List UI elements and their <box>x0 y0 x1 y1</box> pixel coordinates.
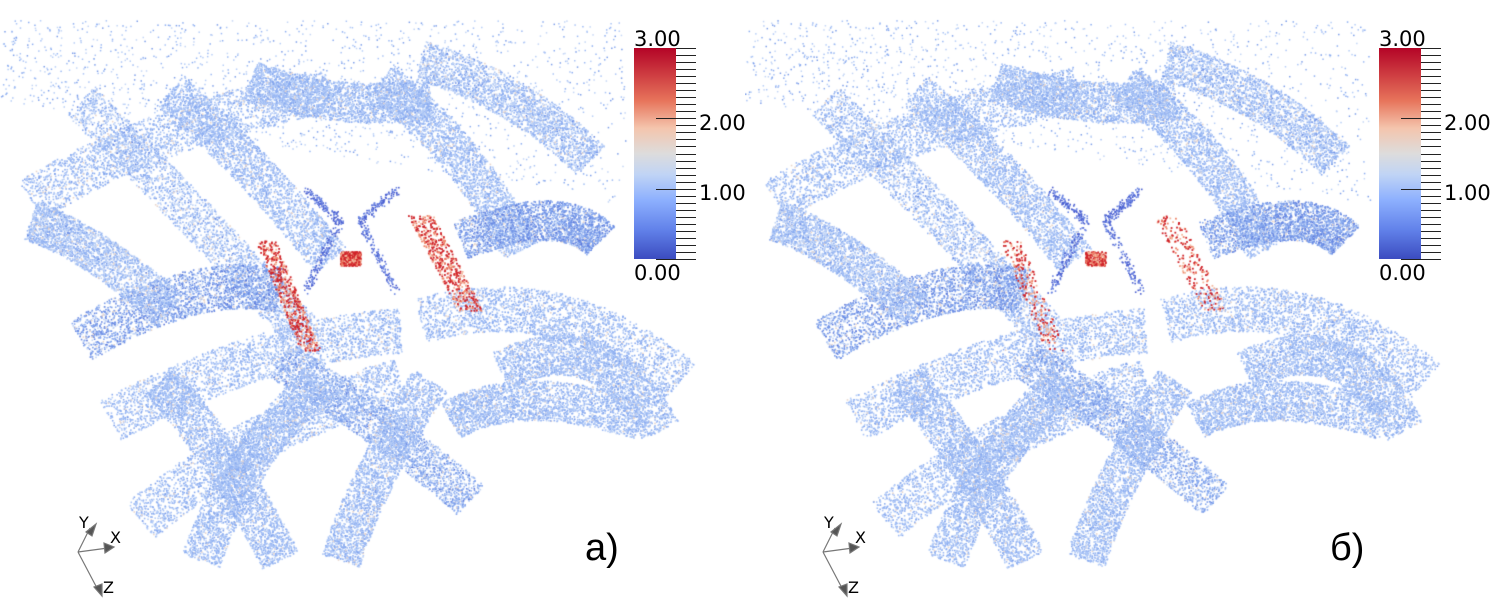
colorbar-tick <box>656 188 696 190</box>
panel-b: 3.00 2.00 1.00 0.00 Y X Z б) <box>745 0 1490 610</box>
colorbar-ticks <box>1401 48 1441 260</box>
panel-label: б) <box>1330 527 1365 569</box>
colorbar-tick <box>1421 55 1441 57</box>
axes-triad-icon <box>77 522 116 598</box>
colorbar-tick <box>1421 62 1441 64</box>
colorbar-tick <box>1421 202 1441 204</box>
colorbar-tick <box>676 216 696 218</box>
colorbar-tick <box>676 202 696 204</box>
orientation-axes: Y X Z <box>813 510 883 605</box>
colorbar-tick <box>1421 97 1441 99</box>
colorbar-tick <box>676 139 696 141</box>
colorbar-tick <box>676 146 696 148</box>
colorbar-ticks <box>656 48 696 260</box>
colorbar-tick <box>1421 160 1441 162</box>
orientation-axes: Y X Z <box>68 510 138 605</box>
point-cloud-render <box>0 0 745 610</box>
colorbar-tick <box>1421 48 1441 49</box>
colorbar-tick <box>1421 76 1441 78</box>
colorbar-tick <box>1401 118 1441 120</box>
colorbar-label-1: 1.00 <box>699 181 746 205</box>
colorbar-tick <box>676 132 696 134</box>
colorbar-tick <box>676 69 696 71</box>
colorbar-tick <box>1421 181 1441 183</box>
colorbar-tick <box>1421 230 1441 232</box>
axis-z-label: Z <box>848 578 859 597</box>
colorbar-tick <box>1401 188 1441 190</box>
colorbar-tick <box>1421 146 1441 148</box>
colorbar-label-1: 1.00 <box>1444 181 1490 205</box>
axis-z-label: Z <box>103 578 114 597</box>
colorbar-tick <box>676 83 696 85</box>
colorbar-tick <box>676 167 696 169</box>
colorbar-tick <box>1421 216 1441 218</box>
point-cloud-render <box>745 0 1490 610</box>
axis-x-label: X <box>110 528 121 547</box>
colorbar-tick <box>1421 69 1441 71</box>
axis-y-label: Y <box>824 513 834 532</box>
colorbar-tick <box>1421 153 1441 155</box>
colorbar-tick <box>1421 174 1441 176</box>
colorbar-tick <box>676 153 696 155</box>
colorbar-min-label: 0.00 <box>1379 261 1426 285</box>
colorbar-tick <box>676 230 696 232</box>
colorbar-tick <box>1421 83 1441 85</box>
colorbar-tick <box>676 90 696 92</box>
colorbar-tick <box>1421 167 1441 169</box>
colorbar-tick <box>676 251 696 253</box>
colorbar <box>634 48 676 259</box>
colorbar-tick <box>1421 209 1441 211</box>
colorbar-tick <box>1421 251 1441 253</box>
colorbar-tick <box>676 111 696 113</box>
axis-y-label: Y <box>79 513 89 532</box>
colorbar-tick <box>1421 132 1441 134</box>
colorbar-tick <box>676 237 696 239</box>
colorbar-tick <box>676 62 696 64</box>
colorbar-label-2: 2.00 <box>1444 111 1490 135</box>
colorbar-tick <box>676 48 696 49</box>
axes-triad-icon <box>822 522 861 598</box>
colorbar-tick <box>676 195 696 197</box>
colorbar-tick <box>676 181 696 183</box>
colorbar-tick <box>656 259 696 260</box>
colorbar-tick <box>676 244 696 246</box>
axis-x-label: X <box>855 528 866 547</box>
colorbar-max-label: 3.00 <box>634 27 681 51</box>
colorbar-tick <box>1421 90 1441 92</box>
colorbar-tick <box>676 160 696 162</box>
colorbar-tick <box>1421 104 1441 106</box>
colorbar-tick <box>676 97 696 99</box>
panel-label: а) <box>585 527 619 569</box>
colorbar-min-label: 0.00 <box>634 261 681 285</box>
colorbar-tick <box>676 209 696 211</box>
colorbar-tick <box>1421 139 1441 141</box>
colorbar-tick <box>676 174 696 176</box>
colorbar-tick <box>676 55 696 57</box>
panel-a: 3.00 2.00 1.00 0.00 Y X Z а) <box>0 0 746 610</box>
colorbar-tick <box>676 223 696 225</box>
colorbar-tick <box>676 125 696 127</box>
colorbar-tick <box>676 76 696 78</box>
colorbar-tick <box>1421 195 1441 197</box>
colorbar-max-label: 3.00 <box>1379 27 1426 51</box>
colorbar <box>1379 48 1421 259</box>
colorbar-tick <box>1421 111 1441 113</box>
colorbar-tick <box>1421 223 1441 225</box>
colorbar-tick <box>1421 237 1441 239</box>
colorbar-tick <box>1401 259 1441 260</box>
colorbar-tick <box>656 118 696 120</box>
colorbar-label-2: 2.00 <box>699 111 746 135</box>
colorbar-tick <box>1421 125 1441 127</box>
colorbar-tick <box>676 104 696 106</box>
colorbar-tick <box>1421 244 1441 246</box>
